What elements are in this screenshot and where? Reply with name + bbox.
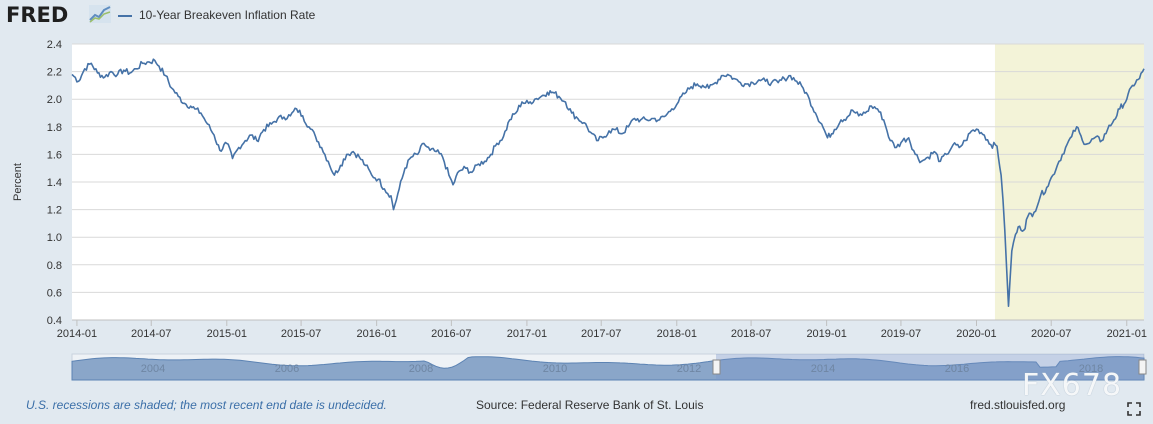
y-tick-label: 0.6 bbox=[47, 287, 62, 299]
x-tick-label: 2016-07 bbox=[431, 328, 471, 340]
navigator-label: 2010 bbox=[543, 363, 567, 375]
fullscreen-icon[interactable] bbox=[1127, 402, 1141, 416]
y-tick-label: 2.0 bbox=[47, 94, 62, 106]
navigator-series bbox=[71, 356, 1145, 381]
legend-swatch bbox=[118, 15, 132, 17]
x-tick-label: 2017-01 bbox=[507, 328, 547, 340]
x-tick-label: 2014-01 bbox=[57, 328, 97, 340]
navigator-label: 2012 bbox=[677, 363, 701, 375]
x-tick-label: 2017-07 bbox=[581, 328, 621, 340]
x-tick-label: 2016-01 bbox=[356, 328, 396, 340]
y-tick-label: 0.4 bbox=[47, 315, 62, 327]
y-tick-label: 0.8 bbox=[47, 260, 62, 272]
source-text: Source: Federal Reserve Bank of St. Loui… bbox=[476, 398, 704, 412]
y-tick-label: 1.6 bbox=[47, 149, 62, 161]
x-tick-label: 2019-01 bbox=[806, 328, 846, 340]
y-axis-title: Percent bbox=[12, 163, 24, 201]
y-tick-label: 2.4 bbox=[47, 39, 62, 51]
navigator-label: 2016 bbox=[945, 363, 969, 375]
navigator-label: 2018 bbox=[1079, 363, 1103, 375]
y-tick-label: 2.2 bbox=[47, 67, 62, 79]
source-url-link[interactable]: fred.stlouisfed.org bbox=[970, 398, 1066, 412]
navigator-label: 2006 bbox=[275, 363, 299, 375]
y-tick-label: 1.0 bbox=[47, 232, 62, 244]
x-tick-label: 2019-07 bbox=[881, 328, 921, 340]
x-tick-label: 2014-07 bbox=[131, 328, 171, 340]
legend-series-label: 10-Year Breakeven Inflation Rate bbox=[139, 8, 316, 22]
recession-note: U.S. recessions are shaded; the most rec… bbox=[26, 398, 387, 412]
fred-graph-icon bbox=[89, 5, 111, 23]
y-tick-label: 1.4 bbox=[47, 177, 62, 189]
watermark: FX678 bbox=[1022, 368, 1123, 403]
x-tick-label: 2020-01 bbox=[956, 328, 996, 340]
series-line bbox=[71, 58, 1145, 308]
x-tick-label: 2015-01 bbox=[207, 328, 247, 340]
x-tick-label: 2018-01 bbox=[657, 328, 697, 340]
navigator-label: 2004 bbox=[141, 363, 165, 375]
navigator-handle-left[interactable] bbox=[712, 359, 721, 375]
navigator-handle-right[interactable] bbox=[1138, 359, 1147, 375]
y-tick-label: 1.8 bbox=[47, 122, 62, 134]
navigator-selection bbox=[716, 354, 1144, 380]
x-tick-label: 2020-07 bbox=[1031, 328, 1071, 340]
navigator-label: 2008 bbox=[409, 363, 433, 375]
x-tick-label: 2018-07 bbox=[731, 328, 771, 340]
x-tick-label: 2015-07 bbox=[281, 328, 321, 340]
line-chart: 0.4 0.6 0.8 1.0 1.2 1.4 1.6 1.8 2.0 2.2 2.4 2014-01… bbox=[12, 39, 1147, 381]
x-tick-label: 2021-01 bbox=[1107, 328, 1147, 340]
navigator-label: 2014 bbox=[811, 363, 835, 375]
y-tick-label: 1.2 bbox=[47, 205, 62, 217]
fred-logo[interactable]: FRED bbox=[6, 3, 69, 27]
chart-header: FRED 10-Year Breakeven Inflation Rate bbox=[0, 0, 1153, 34]
